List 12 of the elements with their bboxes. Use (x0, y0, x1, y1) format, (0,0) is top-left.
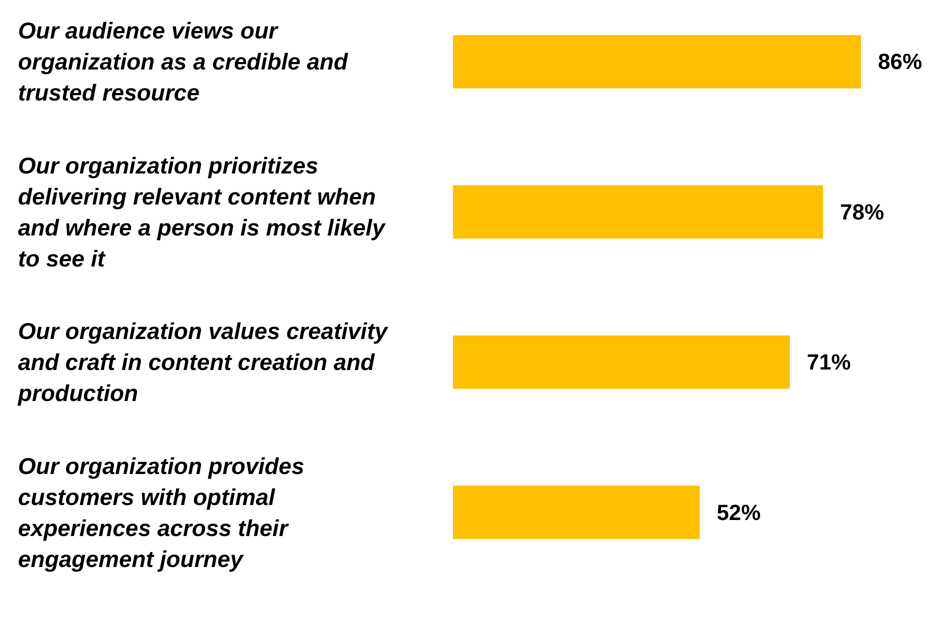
data-label: 78% (840, 199, 884, 224)
bar (453, 335, 790, 389)
data-label: 52% (716, 500, 761, 525)
y-tick-label: Our organization provides customers with optimal experiences across their engagement journey (18, 452, 304, 572)
bar (453, 486, 700, 539)
y-tick-label: Our organization prioritizes delivering relevant content when and where a person is most likely to see it (18, 152, 386, 272)
bar (453, 35, 861, 88)
y-tick-label: Our organization values creativity and craft in content creation and production (17, 318, 389, 406)
bar (453, 185, 824, 239)
data-label: 71% (806, 350, 851, 375)
data-label: 86% (878, 49, 922, 74)
y-tick-label: Our audience views our organization as a credible and trusted resource (18, 18, 349, 106)
